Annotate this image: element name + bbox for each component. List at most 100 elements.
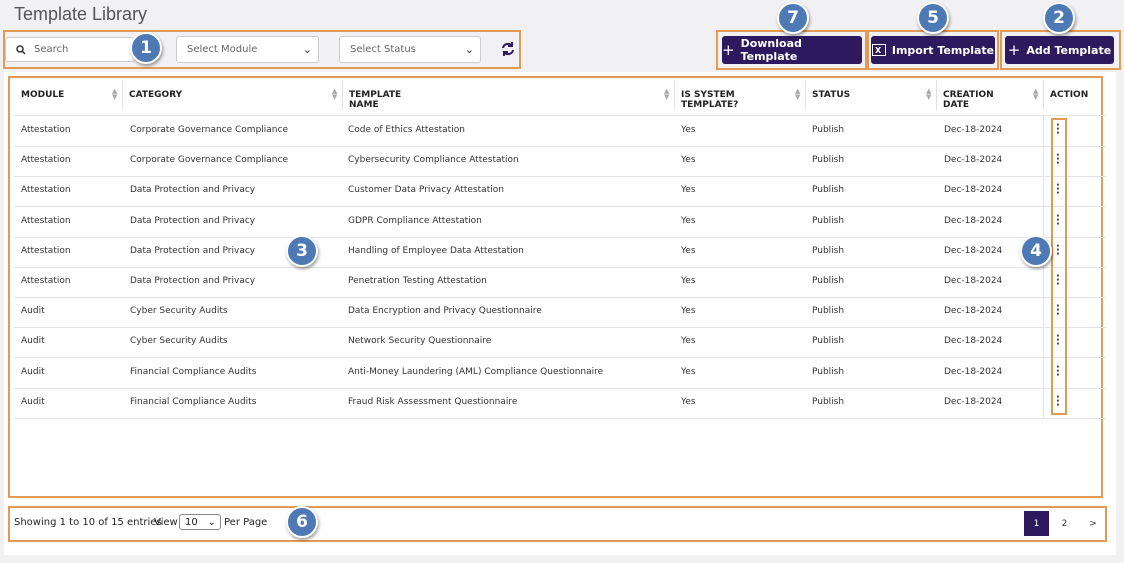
- page-button[interactable]: 1: [1024, 511, 1049, 536]
- column-divider: [1043, 357, 1044, 388]
- sort-icon[interactable]: ▲ ▼: [332, 87, 338, 101]
- column-divider: [122, 80, 123, 110]
- row-divider: [14, 176, 1106, 178]
- callout-badge: 6: [286, 506, 318, 538]
- refresh-button[interactable]: [500, 41, 516, 57]
- callout-badge: 2: [1043, 2, 1075, 34]
- sort-icon[interactable]: ▲ ▼: [664, 87, 670, 101]
- table-cell: Corporate Governance Compliance: [130, 155, 288, 166]
- action-menu[interactable]: · · ·: [1056, 391, 1060, 411]
- table-cell: Yes: [681, 336, 696, 347]
- search-icon: [16, 44, 26, 55]
- action-menu[interactable]: · · ·: [1056, 120, 1060, 139]
- action-menu[interactable]: · · ·: [1056, 150, 1060, 170]
- table-cell: Attestation: [21, 185, 71, 196]
- table-cell: Audit: [21, 336, 45, 347]
- table-cell: Dec-18-2024: [944, 125, 1003, 135]
- column-divider: [1043, 267, 1044, 297]
- import-template-button[interactable]: X Import Template: [871, 36, 995, 64]
- table-cell: Yes: [681, 185, 696, 196]
- column-divider: [674, 80, 675, 110]
- table-cell: Publish: [812, 366, 845, 377]
- add-template-button[interactable]: + Add Template: [1005, 36, 1114, 64]
- sort-icon[interactable]: ▲ ▼: [1033, 87, 1039, 101]
- table-cell: Yes: [681, 306, 696, 317]
- row-divider: [14, 387, 1106, 389]
- table-cell: Data Protection and Privacy: [130, 215, 256, 226]
- column-divider: [1043, 327, 1044, 358]
- table-cell: Yes: [681, 276, 696, 286]
- callout-badge: 1: [130, 32, 162, 64]
- column-divider: [1043, 206, 1044, 237]
- button-label: Add Template: [1026, 43, 1112, 57]
- highlight-box: [8, 506, 1107, 542]
- column-divider: [1043, 297, 1044, 328]
- action-menu[interactable]: · · ·: [1056, 240, 1060, 260]
- status-select[interactable]: Select Status ⌄: [339, 36, 481, 63]
- table-panel: [4, 72, 1116, 555]
- table-cell: Publish: [812, 276, 845, 286]
- download-template-button[interactable]: + Download Template: [722, 36, 862, 64]
- highlight-box: [3, 30, 521, 69]
- table-cell: Attestation: [21, 125, 71, 135]
- view-label: View: [154, 517, 178, 528]
- column-header: IS SYSTEM TEMPLATE?: [681, 90, 739, 110]
- page-title: Template Library: [14, 4, 148, 24]
- per-page-label: Per Page: [224, 517, 268, 528]
- module-select[interactable]: Select Module ⌄: [176, 36, 319, 63]
- column-header: STATUS: [812, 90, 851, 100]
- row-divider: [14, 327, 1106, 329]
- svg-text:X: X: [875, 46, 882, 55]
- table-cell: Yes: [681, 366, 696, 377]
- table-cell: Network Security Questionnaire: [348, 336, 492, 347]
- table-cell: Corporate Governance Compliance: [130, 125, 288, 135]
- table-cell: Customer Data Privacy Attestation: [348, 185, 504, 196]
- table-cell: Dec-18-2024: [944, 245, 1003, 256]
- row-divider: [14, 417, 1106, 419]
- callout-badge: 5: [917, 2, 949, 34]
- sort-icon[interactable]: ▲ ▼: [926, 87, 932, 101]
- table-cell: Data Encryption and Privacy Questionnair…: [348, 306, 542, 317]
- button-label: Download Template: [740, 37, 802, 63]
- highlight-box: [8, 76, 1103, 498]
- action-menu[interactable]: · · ·: [1056, 301, 1060, 321]
- column-divider: [936, 80, 937, 110]
- action-menu[interactable]: · · ·: [1056, 180, 1060, 200]
- entries-summary: Showing 1 to 10 of 15 entries: [14, 517, 162, 528]
- table-cell: Code of Ethics Attestation: [348, 125, 465, 135]
- table-cell: Publish: [812, 306, 845, 317]
- sort-icon[interactable]: ▲ ▼: [112, 87, 118, 101]
- page-button[interactable]: 2: [1061, 518, 1068, 529]
- table-cell: Yes: [681, 215, 696, 226]
- table-cell: Attestation: [21, 215, 71, 226]
- callout-badge: 7: [777, 2, 809, 34]
- table-cell: Audit: [21, 396, 45, 407]
- column-header: CATEGORY: [129, 90, 183, 100]
- table-cell: Anti-Money Laundering (AML) Compliance Q…: [348, 366, 604, 377]
- table-cell: Audit: [21, 366, 45, 377]
- table-cell: Data Protection and Privacy: [130, 245, 256, 256]
- per-page-select[interactable]: 10 ⌄: [179, 514, 221, 530]
- column-divider: [1043, 176, 1044, 207]
- callout-badge: 4: [1020, 235, 1052, 267]
- table-cell: Data Protection and Privacy: [130, 185, 256, 196]
- search-input[interactable]: Search: [5, 37, 135, 62]
- action-menu[interactable]: · · ·: [1056, 271, 1060, 290]
- table-cell: Dec-18-2024: [944, 276, 1003, 286]
- column-divider: [1043, 116, 1044, 146]
- next-page-button[interactable]: >: [1089, 518, 1097, 529]
- action-menu[interactable]: · · ·: [1056, 361, 1060, 381]
- action-menu[interactable]: · · ·: [1056, 210, 1060, 230]
- action-menu[interactable]: · · ·: [1056, 331, 1060, 351]
- column-header: MODULE: [21, 90, 65, 100]
- table-cell: Yes: [681, 125, 696, 135]
- table-cell: Cyber Security Audits: [130, 336, 228, 347]
- table-cell: Dec-18-2024: [944, 336, 1003, 347]
- column-divider: [805, 80, 806, 110]
- table-cell: Publish: [812, 155, 845, 166]
- excel-icon: X: [871, 44, 886, 56]
- table-cell: Cybersecurity Compliance Attestation: [348, 155, 519, 166]
- table-cell: Penetration Testing Attestation: [348, 276, 487, 286]
- table-cell: Yes: [681, 155, 696, 166]
- sort-icon[interactable]: ▲ ▼: [795, 87, 801, 101]
